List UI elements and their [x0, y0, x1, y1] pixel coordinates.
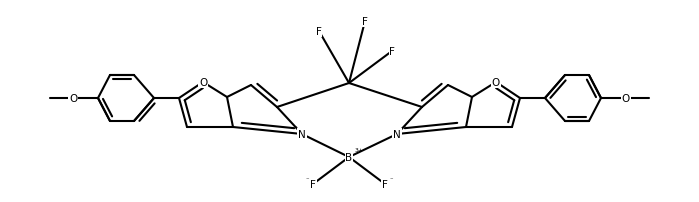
Text: O: O — [492, 78, 500, 87]
Text: ⁻: ⁻ — [389, 176, 393, 182]
Text: O: O — [622, 94, 630, 103]
Text: ⁻: ⁻ — [402, 124, 405, 130]
Text: N: N — [393, 129, 401, 139]
Text: F: F — [362, 17, 368, 27]
Text: 3+: 3+ — [355, 147, 364, 152]
Text: N: N — [298, 129, 306, 139]
Text: O: O — [199, 78, 207, 87]
Text: ⁻: ⁻ — [305, 176, 309, 182]
Text: F: F — [310, 179, 316, 189]
Text: ⁻: ⁻ — [294, 124, 297, 130]
Text: O: O — [69, 94, 77, 103]
Text: F: F — [382, 179, 388, 189]
Text: F: F — [389, 47, 395, 57]
Text: F: F — [316, 27, 322, 37]
Text: B: B — [345, 152, 352, 162]
